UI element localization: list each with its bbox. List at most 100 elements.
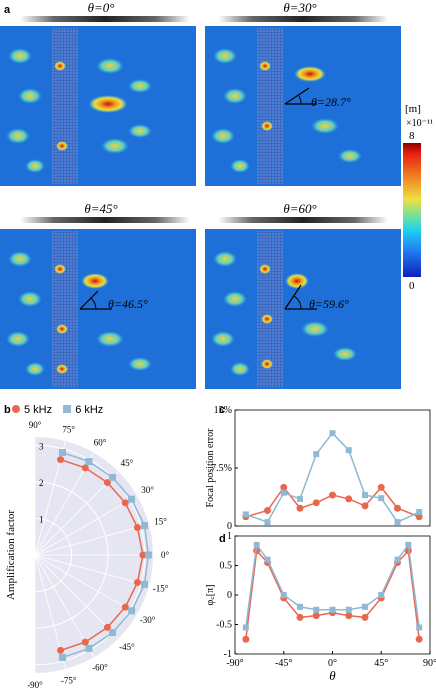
point-6khz (297, 603, 303, 610)
phase-chart: 1 0.5 0 -0.5 -1-90° -45° 0° 45° 90° φ꜀[π] θ (205, 531, 436, 683)
point-6khz (297, 495, 303, 502)
point-5khz (242, 635, 250, 643)
polar-point-6khz (109, 473, 117, 481)
polar-spoke (34, 554, 119, 639)
angle-annotation-30: θ=28.7° (311, 95, 351, 109)
angle-annotation-60: θ=59.6° (309, 297, 349, 311)
x-tick-label: 90° (423, 658, 436, 669)
series-line (245, 432, 420, 524)
incident-bar (20, 16, 190, 22)
polar-angle-label: 15° (154, 516, 167, 526)
panel-letter-d: d (219, 533, 226, 545)
polar-point-5khz (121, 499, 129, 507)
polar-spoke (34, 524, 150, 556)
point-5khz (264, 507, 271, 515)
point-6khz (362, 492, 368, 499)
point-6khz (242, 511, 249, 518)
point-6khz (242, 624, 249, 631)
point-5khz (296, 613, 304, 621)
point-5khz (361, 613, 369, 621)
point-6khz (394, 556, 401, 563)
incident-bar (20, 217, 190, 223)
point-6khz (329, 606, 336, 613)
polar-point-5khz (81, 464, 89, 472)
point-6khz (345, 606, 352, 613)
point-6khz (416, 509, 423, 516)
point-5khz (296, 504, 304, 512)
point-6khz (313, 606, 320, 613)
polar-angle-label: -45° (119, 642, 135, 652)
polar-angle-label: -15° (153, 584, 169, 594)
point-6khz (345, 447, 352, 454)
point-5khz (345, 612, 353, 620)
point-5khz (361, 502, 369, 510)
y-tick-label: 15% (214, 405, 232, 416)
point-5khz (329, 491, 336, 499)
point-6khz (405, 541, 412, 548)
field-map-30 (205, 26, 401, 186)
y-axis-label: Focal position error (205, 428, 216, 508)
colorbar (403, 143, 421, 277)
polar-angle-label: 60° (94, 437, 107, 447)
polar-point-5khz (133, 524, 141, 532)
legend-marker-5khz (12, 405, 20, 413)
point-6khz (378, 495, 385, 502)
colorbar-min-label: 0 (409, 280, 415, 292)
point-6khz (394, 519, 401, 526)
point-6khz (280, 592, 287, 598)
y-axis-label: φ꜀[π] (205, 585, 216, 606)
title-theta-30: θ=30° (283, 0, 317, 15)
panel-letter-c: c (219, 404, 226, 416)
polar-angle-label: 30° (141, 485, 154, 495)
point-6khz (329, 430, 336, 437)
colorbar-max-label: 8 (409, 130, 415, 142)
polar-spoke (34, 554, 138, 615)
field-map-0 (0, 26, 196, 186)
y-tick-label: 0 (227, 590, 232, 601)
polar-angle-label: 75° (62, 424, 75, 434)
polar-point-6khz (58, 653, 66, 661)
polar-chart: 90° 75° 60° 45° 30° 15° 0° -15° -30° -45° -60° -75°… (5, 420, 169, 690)
x-axis-label: θ (329, 668, 336, 683)
x-tick-label: -45° (275, 658, 292, 669)
point-6khz (280, 489, 287, 496)
polar-point-5khz (139, 551, 147, 559)
polar-point-6khz (141, 580, 149, 588)
legend-b: 5 kHz 6 kHz (12, 404, 103, 416)
x-tick-label: 45° (374, 658, 388, 669)
point-6khz (264, 519, 271, 526)
polar-radial-tick: 3 (39, 441, 44, 451)
y-tick-label: -0.5 (216, 620, 232, 631)
focal-error-chart: 15% 7.5% 0 Focal position error (205, 405, 431, 532)
incident-bar (218, 217, 388, 223)
point-5khz (280, 483, 288, 491)
y-tick-label: 0.5 (220, 561, 233, 572)
polar-spoke (34, 495, 138, 556)
point-6khz (253, 541, 260, 548)
colorbar-exponent: ×10⁻¹¹ (406, 118, 433, 129)
panel-letter-a: a (4, 4, 11, 16)
legend-label-5khz: 5 kHz (24, 404, 53, 416)
panel-letter-b: b (4, 404, 11, 416)
polar-point-5khz (81, 638, 89, 646)
polar-spoke (34, 554, 150, 586)
polar-point-6khz (109, 629, 117, 637)
legend-label-6khz: 6 kHz (75, 404, 104, 416)
x-tick-label: 0° (328, 658, 337, 669)
polar-point-5khz (121, 603, 129, 611)
point-6khz (378, 592, 385, 598)
polar-angle-label: 90° (29, 420, 42, 430)
angle-annotation-45: θ=46.5° (108, 297, 148, 311)
incident-bar (218, 16, 388, 22)
field-map-45 (0, 229, 196, 389)
polar-point-5khz (133, 578, 141, 586)
polar-angle-label: -60° (92, 663, 108, 673)
series-line (245, 549, 420, 640)
polar-point-5khz (57, 456, 65, 464)
polar-point-6khz (144, 551, 152, 559)
polar-radial-tick: 2 (39, 478, 44, 488)
polar-angle-label: -90° (27, 680, 43, 690)
field-map-60 (205, 229, 401, 389)
polar-point-6khz (85, 644, 93, 652)
point-6khz (264, 556, 271, 563)
